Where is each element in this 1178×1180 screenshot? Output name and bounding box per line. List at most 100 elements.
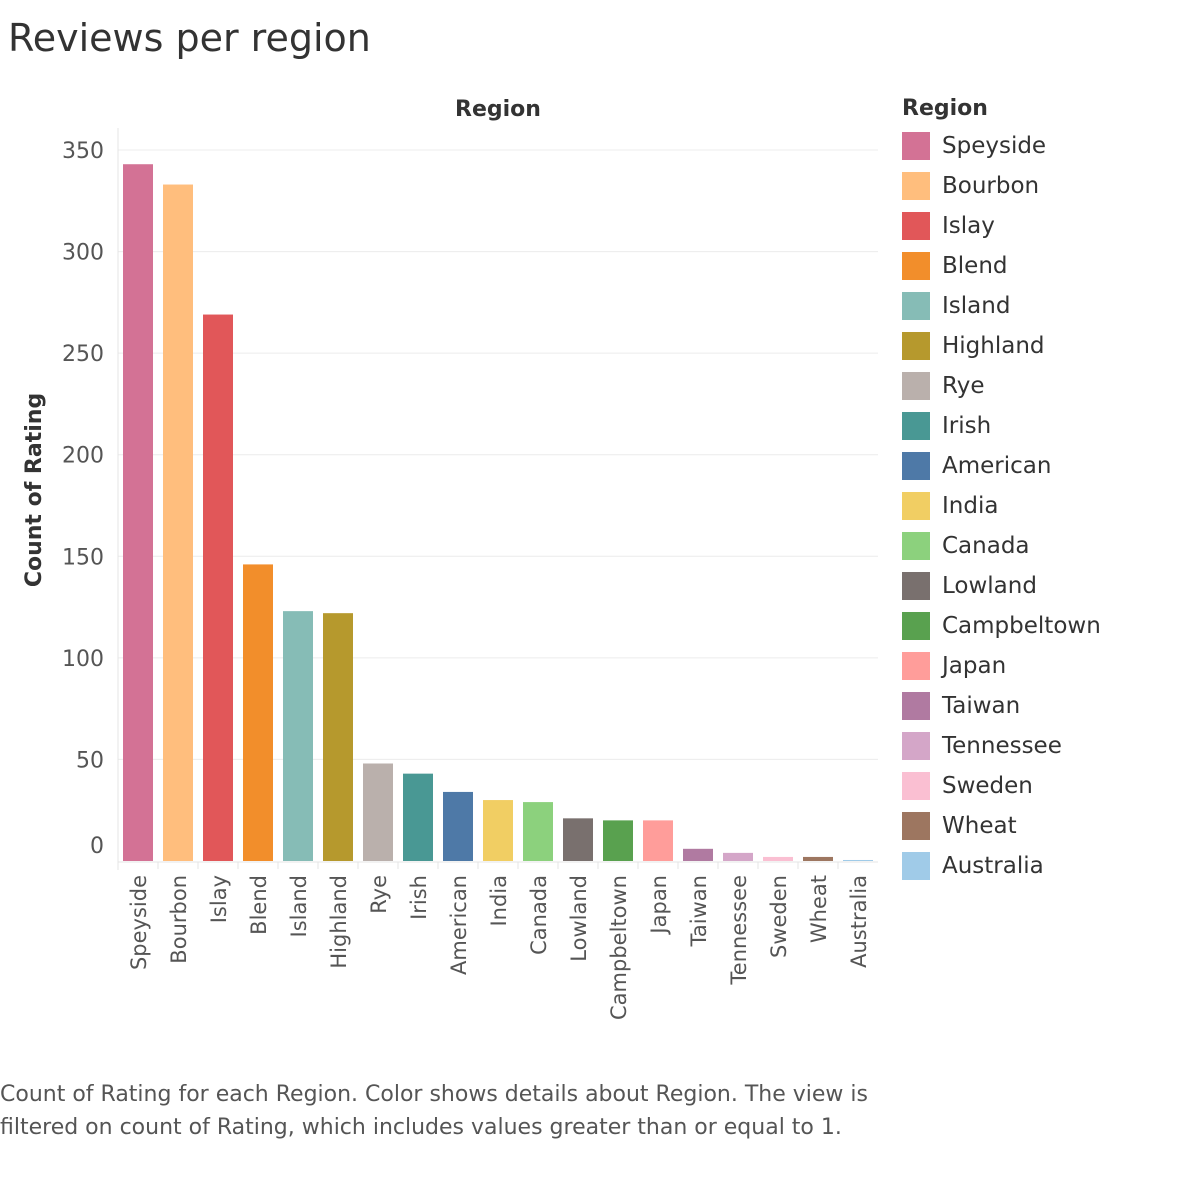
bar-irish[interactable] xyxy=(403,773,433,861)
bar-american[interactable] xyxy=(443,791,473,861)
legend-label: India xyxy=(942,493,999,519)
legend-swatch xyxy=(902,652,930,680)
legend-item-india[interactable]: India xyxy=(902,486,1101,526)
legend-label: Wheat xyxy=(942,813,1017,839)
legend-swatch xyxy=(902,612,930,640)
legend-item-australia[interactable]: Australia xyxy=(902,846,1101,886)
legend-item-island[interactable]: Island xyxy=(902,286,1101,326)
legend-swatch xyxy=(902,772,930,800)
legend-swatch xyxy=(902,812,930,840)
x-tick-label: Speyside xyxy=(127,875,151,970)
y-axis-label: Count of Rating xyxy=(22,393,47,587)
legend-item-wheat[interactable]: Wheat xyxy=(902,806,1101,846)
page-title: Reviews per region xyxy=(8,16,371,60)
legend-label: Highland xyxy=(942,333,1045,359)
y-tick-label: 150 xyxy=(62,545,104,570)
bar-tennessee[interactable] xyxy=(723,852,753,861)
legend-item-irish[interactable]: Irish xyxy=(902,406,1101,446)
x-tick-label: Canada xyxy=(527,875,551,955)
legend-item-islay[interactable]: Islay xyxy=(902,206,1101,246)
legend-item-highland[interactable]: Highland xyxy=(902,326,1101,366)
legend: Region Speyside Bourbon Islay Blend Island Hi… xyxy=(902,92,1101,886)
legend-swatch xyxy=(902,332,930,360)
bar-speyside[interactable] xyxy=(123,164,153,862)
x-tick-label: Islay xyxy=(207,875,231,923)
bar-chart: 0 50 100 150 200 250 300 350 Speyside Bourbon Isl… xyxy=(22,97,878,1020)
x-tick-label: Highland xyxy=(327,875,351,969)
y-axis-ticks: 0 50 100 150 200 250 300 350 xyxy=(62,139,104,859)
x-tick-label: Japan xyxy=(647,875,671,936)
y-tick-label: 100 xyxy=(62,647,104,672)
legend-item-tennessee[interactable]: Tennessee xyxy=(902,726,1101,766)
x-tick-label: Island xyxy=(287,875,311,937)
legend-items: Speyside Bourbon Islay Blend Island Highland R… xyxy=(902,126,1101,886)
legend-swatch xyxy=(902,732,930,760)
legend-swatch xyxy=(902,132,930,160)
legend-swatch xyxy=(902,532,930,560)
legend-swatch xyxy=(902,212,930,240)
legend-label: Campbeltown xyxy=(942,613,1101,639)
legend-item-blend[interactable]: Blend xyxy=(902,246,1101,286)
bar-australia[interactable] xyxy=(843,859,873,861)
y-tick-label: 250 xyxy=(62,342,104,367)
legend-item-japan[interactable]: Japan xyxy=(902,646,1101,686)
bars xyxy=(123,164,873,862)
x-tick-label: Blend xyxy=(247,875,271,935)
bar-islay[interactable] xyxy=(203,314,233,861)
legend-item-lowland[interactable]: Lowland xyxy=(902,566,1101,606)
legend-swatch xyxy=(902,372,930,400)
legend-label: Irish xyxy=(942,413,992,439)
legend-swatch xyxy=(902,412,930,440)
chart-caption: Count of Rating for each Region. Color s… xyxy=(0,1082,868,1140)
bar-sweden[interactable] xyxy=(763,856,793,861)
legend-label: Australia xyxy=(942,853,1044,879)
legend-item-taiwan[interactable]: Taiwan xyxy=(902,686,1101,726)
x-tick-label: Wheat xyxy=(807,875,831,943)
legend-swatch xyxy=(902,852,930,880)
bar-highland[interactable] xyxy=(323,613,353,861)
legend-label: Rye xyxy=(942,373,985,399)
x-tick-label: Rye xyxy=(367,875,391,914)
legend-label: Bourbon xyxy=(942,173,1040,199)
legend-title: Region xyxy=(902,96,988,121)
bar-rye[interactable] xyxy=(363,763,393,861)
x-tick-label: Taiwan xyxy=(687,875,711,947)
y-tick-label: 200 xyxy=(62,444,104,469)
x-tick-label: Lowland xyxy=(567,875,591,962)
legend-label: Islay xyxy=(942,213,995,239)
bar-blend[interactable] xyxy=(243,564,273,861)
legend-swatch xyxy=(902,292,930,320)
x-tick-label: Campbeltown xyxy=(607,875,631,1020)
x-tick-label: Tennessee xyxy=(727,875,751,985)
bar-india[interactable] xyxy=(483,800,513,861)
legend-swatch xyxy=(902,172,930,200)
x-tick-label: Australia xyxy=(847,875,871,968)
legend-item-rye[interactable]: Rye xyxy=(902,366,1101,406)
x-tick-label: Sweden xyxy=(767,875,791,958)
bar-bourbon[interactable] xyxy=(163,184,193,861)
legend-label: Tennessee xyxy=(942,733,1062,759)
bar-japan[interactable] xyxy=(643,820,673,861)
legend-item-canada[interactable]: Canada xyxy=(902,526,1101,566)
bar-wheat[interactable] xyxy=(803,856,833,861)
bar-campbeltown[interactable] xyxy=(603,820,633,861)
legend-item-american[interactable]: American xyxy=(902,446,1101,486)
legend-label: American xyxy=(942,453,1052,479)
y-tick-label: 300 xyxy=(62,241,104,266)
bar-taiwan[interactable] xyxy=(683,848,713,861)
x-tick-label: American xyxy=(447,875,471,975)
legend-item-bourbon[interactable]: Bourbon xyxy=(902,166,1101,206)
legend-label: Japan xyxy=(942,653,1007,679)
legend-item-campbeltown[interactable]: Campbeltown xyxy=(902,606,1101,646)
x-tick-label: India xyxy=(487,875,511,927)
y-tick-label: 350 xyxy=(62,139,104,164)
bar-island[interactable] xyxy=(283,611,313,861)
column-header: Region xyxy=(455,97,541,122)
bar-canada[interactable] xyxy=(523,802,553,861)
legend-swatch xyxy=(902,452,930,480)
legend-item-sweden[interactable]: Sweden xyxy=(902,766,1101,806)
y-tick-label: 0 xyxy=(90,834,104,859)
legend-item-speyside[interactable]: Speyside xyxy=(902,126,1101,166)
legend-label: Sweden xyxy=(942,773,1033,799)
bar-lowland[interactable] xyxy=(563,818,593,861)
